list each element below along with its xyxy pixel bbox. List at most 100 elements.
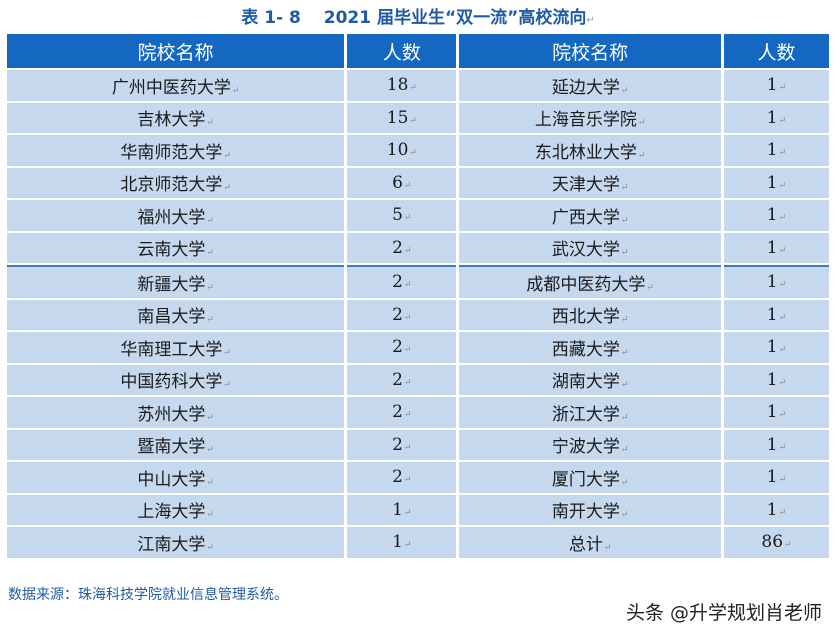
paragraph-mark-icon: ↵ (620, 347, 629, 358)
paragraph-mark-icon: ↵ (223, 183, 231, 194)
count-right-text: 1 (766, 337, 778, 358)
paragraph-mark-icon: ↵ (223, 150, 231, 161)
school-name-right: 上海音乐学院↵ (459, 102, 721, 133)
count-left: 10↵ (347, 135, 457, 166)
table-row: 江南大学↵ 1↵ 总计↵ 86↵ (7, 527, 829, 558)
paragraph-mark-icon: ↵ (231, 85, 240, 96)
paragraph-mark-icon: ↵ (778, 475, 787, 486)
count-right: 1↵ (723, 70, 829, 101)
count-left-text: 2 (392, 434, 403, 455)
count-right: 1↵ (723, 200, 829, 231)
table-row: 华南师范大学↵ 10↵ 东北林业大学↵ 1↵ (7, 135, 829, 166)
watermark: 头条 @升学规划肖老师 (625, 602, 822, 624)
school-name-right-text: 成都中医药大学 (526, 274, 646, 295)
school-name-left-text: 福州大学 (137, 207, 206, 228)
paragraph-mark-icon: ↵ (637, 150, 646, 161)
table-header-row: 院校名称 人数 院校名称 人数 (7, 34, 829, 68)
paragraph-mark-icon: ↵ (403, 507, 412, 518)
paragraph-mark-icon: ↵ (778, 280, 787, 291)
school-name-left: 新疆大学↵ (7, 265, 345, 298)
count-right-text: 1 (766, 304, 778, 325)
paragraph-mark-icon: ↵ (620, 248, 629, 259)
paragraph-mark-icon: ↵ (403, 377, 412, 388)
paragraph-mark-icon: ↵ (206, 477, 214, 488)
count-right: 1↵ (723, 429, 829, 460)
school-name-right: 西藏大学↵ (459, 332, 721, 363)
school-name-right: 宁波大学↵ (459, 429, 721, 460)
count-left-text: 10 (386, 140, 409, 161)
school-name-right: 延边大学↵ (459, 70, 721, 101)
school-name-left-text: 上海大学 (137, 502, 206, 523)
school-name-left-text: 中国药科大学 (120, 372, 223, 393)
school-name-left: 暨南大学↵ (7, 429, 345, 460)
count-left: 2↵ (347, 364, 457, 395)
count-right-text: 1 (766, 237, 778, 258)
paragraph-mark-icon: ↵ (603, 542, 612, 553)
table-row: 苏州大学↵ 2↵ 浙江大学↵ 1↵ (7, 397, 829, 428)
count-left-text: 2 (392, 272, 403, 293)
header-school-name-left: 院校名称 (7, 34, 345, 68)
count-left-text: 1 (392, 499, 403, 520)
paragraph-mark-icon: ↵ (403, 180, 412, 191)
paragraph-mark-icon: ↵ (778, 345, 787, 356)
count-right-text: 1 (766, 172, 778, 193)
school-name-left: 吉林大学↵ (7, 102, 345, 133)
paragraph-mark-icon: ↵ (206, 215, 214, 226)
count-right-text: 1 (766, 75, 778, 96)
school-name-right-text: 宁波大学 (551, 437, 620, 458)
school-name-left: 华南理工大学↵ (7, 332, 345, 363)
paragraph-mark-icon: ↵ (206, 510, 214, 521)
school-name-left: 苏州大学↵ (7, 397, 345, 428)
school-name-left: 北京师范大学↵ (7, 167, 345, 198)
paragraph-mark-icon: ↵ (206, 118, 214, 129)
school-name-left-text: 苏州大学 (137, 404, 206, 425)
count-left: 1↵ (347, 527, 457, 558)
paragraph-mark-icon: ↵ (620, 477, 629, 488)
count-left-text: 5 (392, 205, 403, 226)
count-left: 2↵ (347, 332, 457, 363)
school-name-left: 江南大学↵ (7, 527, 345, 558)
count-left: 2↵ (347, 265, 457, 298)
school-name-right: 总计↵ (459, 527, 721, 558)
count-right-text: 86 (761, 532, 784, 553)
paragraph-mark-icon: ↵ (637, 118, 646, 129)
school-name-left: 南昌大学↵ (7, 299, 345, 330)
paragraph-mark-icon: ↵ (778, 410, 787, 421)
school-name-right-text: 厦门大学 (551, 469, 620, 490)
count-right: 1↵ (723, 364, 829, 395)
count-left: 2↵ (347, 462, 457, 493)
paragraph-mark-icon: ↵ (403, 540, 412, 551)
data-source-note: 数据来源：珠海科技学院就业信息管理系统。 (8, 587, 288, 603)
paragraph-mark-icon: ↵ (403, 245, 412, 256)
paragraph-mark-icon: ↵ (403, 345, 412, 356)
count-right-text: 1 (766, 369, 778, 390)
school-name-left-text: 广州中医药大学 (111, 77, 231, 98)
count-right: 1↵ (723, 102, 829, 133)
count-right-text: 1 (766, 434, 778, 455)
count-right: 1↵ (723, 332, 829, 363)
count-right-text: 1 (766, 107, 778, 128)
paragraph-mark-icon: ↵ (778, 148, 787, 159)
count-left-text: 2 (392, 237, 403, 258)
count-right: 1↵ (723, 299, 829, 330)
table-row: 南昌大学↵ 2↵ 西北大学↵ 1↵ (7, 299, 829, 330)
count-right: 1↵ (723, 397, 829, 428)
header-school-name-right: 院校名称 (459, 34, 721, 68)
school-name-left-text: 吉林大学 (137, 110, 206, 131)
paragraph-mark-icon: ↵ (784, 540, 792, 551)
count-right: 1↵ (723, 462, 829, 493)
count-left-text: 2 (392, 337, 403, 358)
school-name-left: 广州中医药大学↵ (7, 70, 345, 101)
paragraph-mark-icon: ↵ (778, 180, 787, 191)
school-name-left-text: 暨南大学 (137, 437, 206, 458)
header-count-right: 人数 (723, 34, 829, 68)
paragraph-mark-icon: ↵ (403, 442, 412, 453)
count-left-text: 15 (386, 107, 409, 128)
school-name-right-text: 总计 (568, 534, 603, 555)
paragraph-mark-icon: ↵ (223, 380, 231, 391)
school-name-left-text: 云南大学 (137, 240, 206, 261)
school-name-left-text: 北京师范大学 (120, 175, 223, 196)
count-right: 1↵ (723, 232, 829, 263)
school-name-right: 湖南大学↵ (459, 364, 721, 395)
count-right-text: 1 (766, 205, 778, 226)
